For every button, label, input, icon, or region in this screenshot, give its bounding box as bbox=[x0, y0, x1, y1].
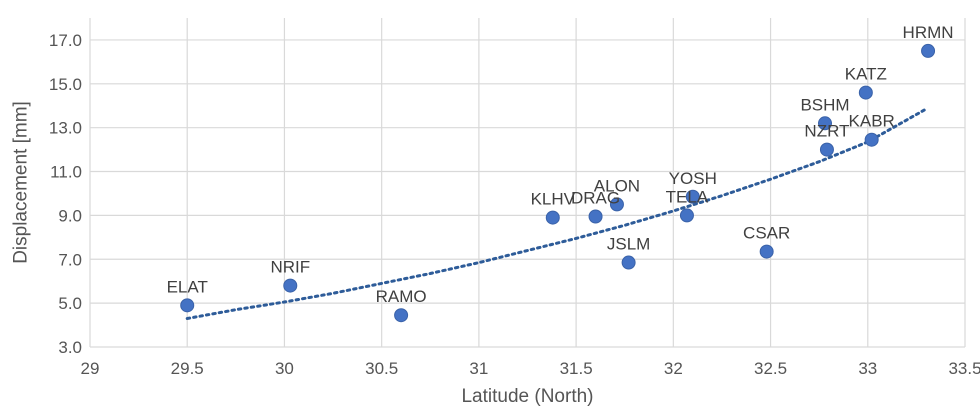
data-point-hrmn bbox=[921, 43, 936, 58]
x-tick-label: 31.5 bbox=[560, 359, 593, 378]
y-tick-label: 7.0 bbox=[58, 250, 82, 269]
x-tick-label: 33 bbox=[858, 359, 877, 378]
point-label-nzrt: NZRT bbox=[804, 122, 849, 141]
y-tick-label: 17.0 bbox=[49, 31, 82, 50]
x-tick-label: 29.5 bbox=[171, 359, 204, 378]
y-tick-label: 9.0 bbox=[58, 206, 82, 225]
data-point-klhv bbox=[545, 210, 560, 225]
point-label-yosh: YOSH bbox=[669, 169, 717, 188]
y-tick-label: 11.0 bbox=[50, 163, 82, 182]
data-point-tela bbox=[679, 208, 694, 223]
point-label-jslm: JSLM bbox=[607, 235, 650, 254]
x-axis-title: Latitude (North) bbox=[461, 386, 593, 407]
data-point-csar bbox=[759, 244, 774, 259]
data-point-katz bbox=[858, 85, 873, 100]
x-tick-label: 30 bbox=[275, 359, 294, 378]
data-point-yosh bbox=[685, 189, 700, 204]
data-point-nrif bbox=[283, 278, 298, 293]
x-tick-label: 31 bbox=[469, 359, 488, 378]
data-point-jslm bbox=[621, 255, 636, 270]
point-label-nrif: NRIF bbox=[270, 258, 310, 277]
x-tick-label: 29 bbox=[81, 359, 100, 378]
point-label-ramo: RAMO bbox=[376, 287, 427, 306]
point-label-alon: ALON bbox=[594, 176, 640, 195]
data-point-ramo bbox=[394, 308, 409, 323]
x-tick-label: 30.5 bbox=[365, 359, 398, 378]
point-label-drag: DRAG bbox=[571, 188, 620, 207]
point-label-tela: TELA bbox=[666, 187, 709, 206]
x-tick-label: 32 bbox=[664, 359, 683, 378]
point-label-bshm: BSHM bbox=[800, 95, 849, 114]
x-axis-ticks: 29 29.5 30 30.5 31 31.5 32 32.5 33 33.5 bbox=[81, 359, 980, 378]
y-tick-label: 13.0 bbox=[49, 119, 82, 138]
y-tick-label: 3.0 bbox=[58, 338, 82, 357]
trendline-layer bbox=[185, 107, 928, 320]
trendline bbox=[185, 107, 928, 320]
data-point-nzrt bbox=[819, 142, 834, 157]
data-points bbox=[180, 43, 936, 323]
y-tick-label: 5.0 bbox=[58, 294, 82, 313]
data-point-elat bbox=[180, 298, 195, 313]
data-point-alon bbox=[609, 197, 624, 212]
data-point-bshm bbox=[818, 116, 832, 131]
data-point-kabr bbox=[864, 132, 879, 147]
point-label-klhv: KLHV bbox=[531, 190, 576, 209]
y-axis-ticks: 3.0 5.0 7.0 9.0 11.0 13.0 15.0 17.0 bbox=[49, 31, 82, 357]
point-label-elat: ELAT bbox=[167, 277, 208, 296]
data-point-drag bbox=[588, 209, 603, 224]
grid-lines bbox=[89, 18, 966, 348]
x-tick-label: 32.5 bbox=[754, 359, 787, 378]
x-tick-label: 33.5 bbox=[948, 359, 980, 378]
point-label-katz: KATZ bbox=[845, 65, 887, 84]
y-tick-label: 15.0 bbox=[49, 75, 82, 94]
point-label-hrmn: HRMN bbox=[903, 23, 954, 42]
y-axis-title: Displacement [mm] bbox=[11, 101, 32, 264]
point-label-kabr: KABR bbox=[849, 112, 895, 131]
point-label-csar: CSAR bbox=[743, 224, 790, 243]
